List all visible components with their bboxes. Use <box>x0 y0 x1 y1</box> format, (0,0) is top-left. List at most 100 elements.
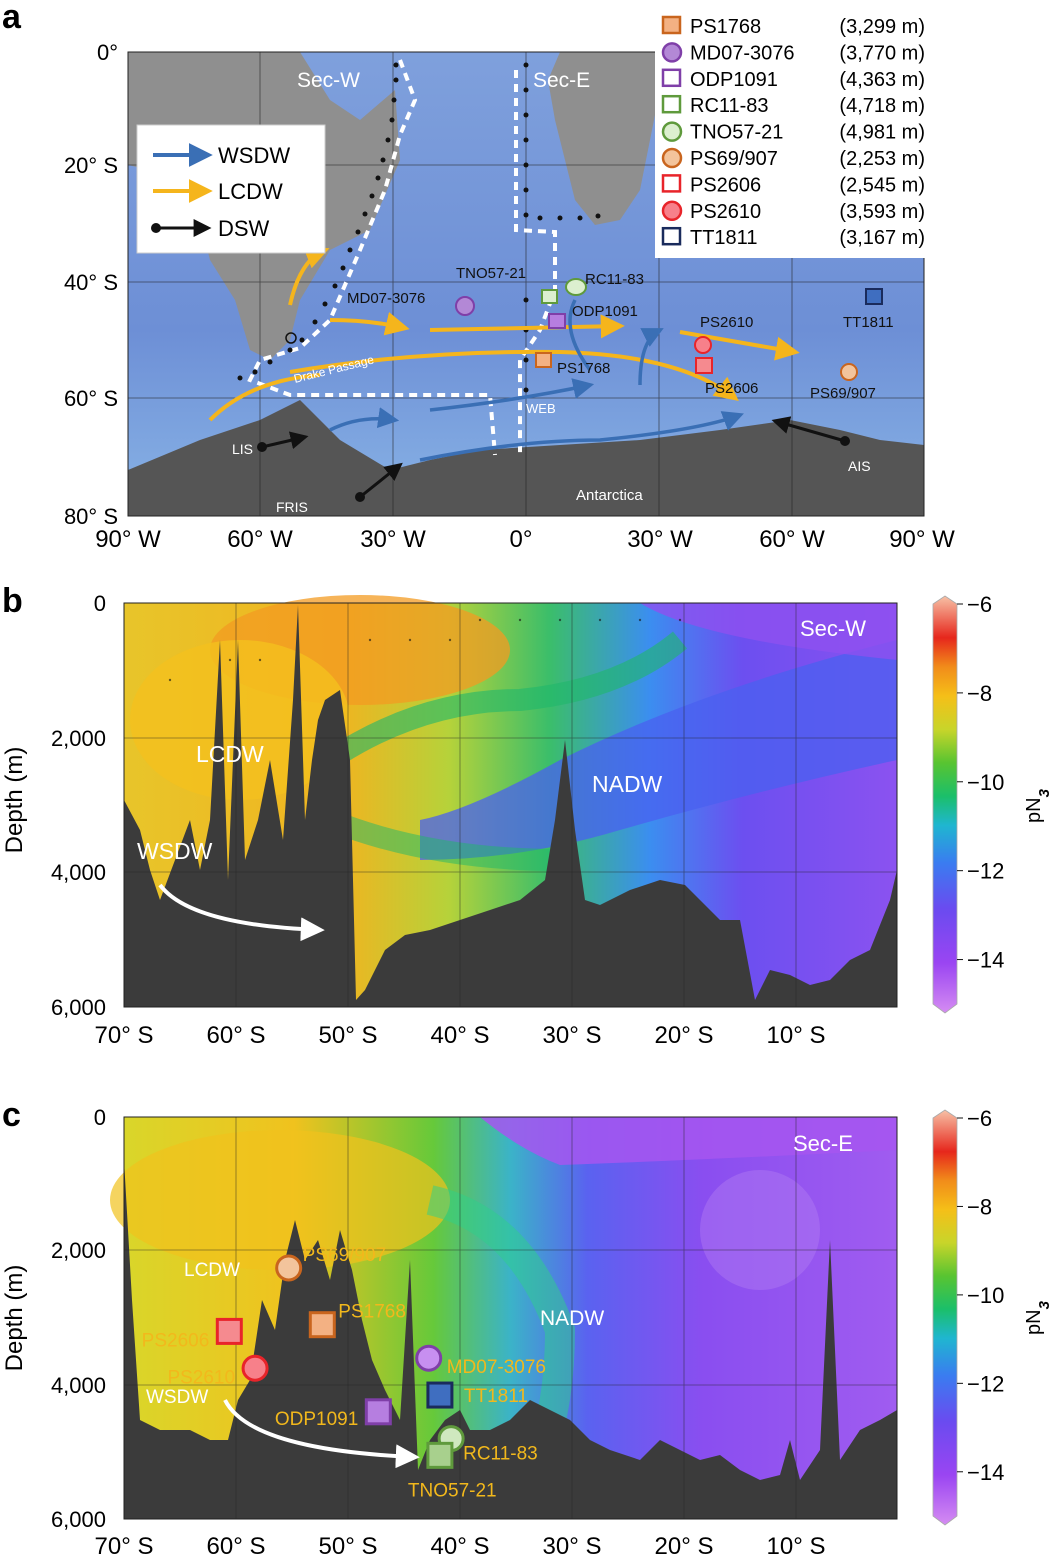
colorbar-tick-label: −14 <box>967 1460 1004 1485</box>
colorbar-c: −6 −8 −10 −12 −14 pN3 <box>932 1106 1050 1526</box>
section-c-site-label: RC11-83 <box>463 1444 538 1465</box>
svg-text:40° S: 40° S <box>431 1533 490 1559</box>
colorbar-c-label: pN3 <box>1023 1300 1050 1335</box>
svg-text:6,000: 6,000 <box>51 995 106 1020</box>
section-c-y-ticks: 0 2,000 4,000 6,000 <box>51 1105 106 1532</box>
map-legend: WSDW LCDW DSW <box>136 124 326 254</box>
svg-text:30° S: 30° S <box>543 1533 602 1559</box>
section-b-lcdw-label: LCDW <box>196 741 264 767</box>
section-b-ylabel: Depth (m) <box>1 747 28 854</box>
section-c-site-label: PS2606 <box>142 1330 210 1351</box>
square-marker-icon <box>661 15 682 35</box>
svg-text:60° S: 60° S <box>64 386 118 411</box>
section-b-nadw-tongue <box>420 640 897 860</box>
map-site-markers <box>455 278 883 381</box>
site-legend-row: PS69/907 (2,253 m) <box>661 147 925 170</box>
site-legend-box <box>655 8 930 258</box>
colorbar-tick-label: −6 <box>967 592 992 617</box>
section-b-grid <box>124 603 897 1007</box>
colorbar-tick-label: −8 <box>967 1194 992 1219</box>
site-legend-row: ODP1091 (4,363 m) <box>661 68 925 91</box>
colorbar-tick-label: −8 <box>967 681 992 706</box>
section-c-site: ODP1091 <box>275 1398 392 1430</box>
section-c-wsdw-label: WSDW <box>146 1387 208 1408</box>
square-marker-icon <box>308 1311 336 1339</box>
panel-label-b: b <box>2 582 23 620</box>
legend-wsdw: WSDW <box>218 143 290 168</box>
svg-text:4,000: 4,000 <box>51 860 106 885</box>
site-legend-name: PS69/907 <box>690 148 778 170</box>
section-c-site-label: PS2610 <box>167 1367 235 1388</box>
section-c-site: PS2606 <box>142 1317 243 1351</box>
colorbar-tick-label: −12 <box>967 1371 1004 1396</box>
circle-marker-icon <box>415 1344 443 1372</box>
section-b-panel: Sec-W LCDW WSDW NADW 0 2,000 4,000 6,000… <box>1 591 898 1049</box>
section-c-site: TT1811 <box>426 1381 528 1409</box>
map-panel: Sec-W Sec-E Drake Passage WEB Antarctica… <box>64 8 955 553</box>
site-legend-name: ODP1091 <box>690 69 778 91</box>
site-legend-depth: (4,718 m) <box>839 95 925 117</box>
svg-text:20° S: 20° S <box>655 1533 714 1559</box>
site-legend-name: RC11-83 <box>690 95 769 117</box>
svg-text:MD07-3076: MD07-3076 <box>347 290 425 307</box>
map-lis-label: LIS <box>232 441 253 457</box>
svg-text:50° S: 50° S <box>319 1533 378 1559</box>
section-c-x-ticks: 70° S 60° S 50° S 40° S 30° S 20° S 10° … <box>95 1533 826 1559</box>
svg-text:80° S: 80° S <box>64 504 118 529</box>
sec-w-path <box>247 59 497 456</box>
section-c-grid <box>124 1117 897 1519</box>
section-b-nadw-label: NADW <box>592 771 663 797</box>
site-legend-depth: (3,770 m) <box>839 42 925 64</box>
colorbar-tick-label: −14 <box>967 948 1004 973</box>
svg-text:ODP1091: ODP1091 <box>572 303 638 320</box>
map-antarctica-label: Antarctica <box>576 487 643 504</box>
svg-text:60° W: 60° W <box>759 526 825 553</box>
svg-text:RC11-83: RC11-83 <box>585 271 644 288</box>
section-b-bathymetry <box>124 605 897 1007</box>
section-c-site-label: TNO57-21 <box>408 1480 497 1501</box>
section-c-site-label: TT1811 <box>464 1386 528 1407</box>
site-legend-row: PS2610 (3,593 m) <box>661 200 925 223</box>
map-sec-e-label: Sec-E <box>533 69 590 92</box>
panel-label-a: a <box>2 0 22 36</box>
section-c-lcdw-label: LCDW <box>184 1260 240 1281</box>
section-b-x-ticks: 70° S 60° S 50° S 40° S 30° S 20° S 10° … <box>95 1022 826 1049</box>
svg-text:PS2610: PS2610 <box>700 314 753 331</box>
svg-text:50° S: 50° S <box>319 1022 378 1049</box>
colorbar-b-label: pN3 <box>1023 788 1050 823</box>
africa-landmass <box>548 52 680 225</box>
legend-lcdw: LCDW <box>218 179 283 204</box>
svg-text:20° S: 20° S <box>655 1022 714 1049</box>
circle-marker-icon <box>661 147 683 169</box>
site-legend-depth: (2,545 m) <box>839 174 925 196</box>
section-c-site: PS69/907 <box>275 1245 386 1282</box>
section-c-nadw-label: NADW <box>540 1307 604 1330</box>
site-legend-row: TNO57-21 (4,981 m) <box>661 121 925 144</box>
colorbar-tick-label: −10 <box>967 770 1004 795</box>
square-marker-icon <box>426 1381 454 1409</box>
section-c-site-label: PS1768 <box>338 1302 406 1323</box>
svg-text:2,000: 2,000 <box>51 726 106 751</box>
map-site-labels: TNO57-21 RC11-83 MD07-3076 ODP1091 PS176… <box>347 265 894 402</box>
site-legend-row: PS2606 (2,545 m) <box>661 174 925 196</box>
panel-label-c: c <box>2 1096 21 1134</box>
colorbar-b: −6 −8 −10 −12 −14 pN3 <box>932 592 1050 1014</box>
section-c-ylabel: Depth (m) <box>1 1265 28 1372</box>
svg-text:60° S: 60° S <box>207 1022 266 1049</box>
svg-text:2,000: 2,000 <box>51 1238 106 1263</box>
site-legend-depth: (2,253 m) <box>839 148 925 170</box>
site-legend-row: TT1811 (3,167 m) <box>661 226 925 249</box>
square-marker-icon <box>661 226 682 246</box>
circle-marker-icon <box>661 121 683 142</box>
section-b-y-ticks: 0 2,000 4,000 6,000 <box>51 591 106 1020</box>
site-legend-name: TNO57-21 <box>690 122 783 144</box>
circle-marker-icon <box>661 200 683 222</box>
svg-text:10° S: 10° S <box>767 1533 826 1559</box>
site-legend-row: MD07-3076 (3,770 m) <box>661 42 925 64</box>
section-c-site-label: ODP1091 <box>275 1409 358 1430</box>
map-lon-ticks: 90° W 60° W 30° W 0° 30° W 60° W 90° W <box>95 526 955 553</box>
section-c-sites: PS69/907 PS1768 PS2606 PS2610 MD07-3076 TT181… <box>142 1245 546 1501</box>
section-c-site-label: PS69/907 <box>303 1245 386 1266</box>
square-marker-icon <box>215 1317 243 1345</box>
